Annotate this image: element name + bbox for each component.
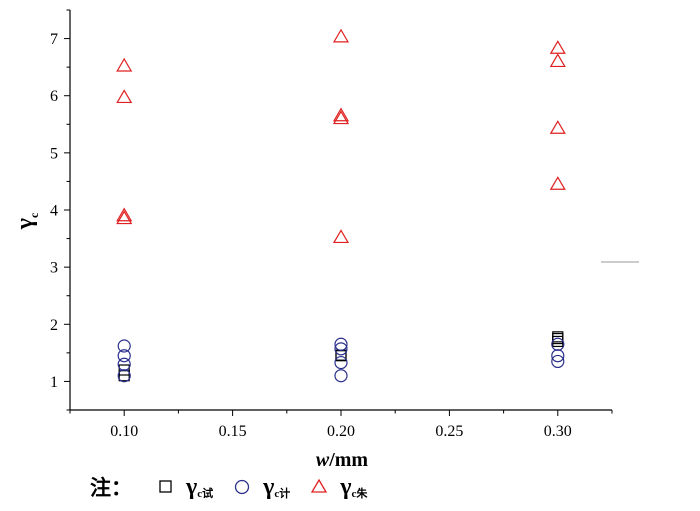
legend-subscript: c朱 <box>351 488 368 500</box>
triangle-marker <box>116 210 133 225</box>
x-axis-variable: w <box>316 449 330 470</box>
square-marker <box>118 364 130 376</box>
square-marker-icon <box>159 480 172 493</box>
triangle-marker <box>332 229 350 244</box>
triangle-marker <box>116 89 133 104</box>
circle-marker <box>117 339 131 353</box>
circle-marker <box>334 337 348 351</box>
square-marker <box>552 331 564 343</box>
circle-marker <box>334 342 348 356</box>
x-axis-ticks: 0.10 0.15 0.20 0.25 0.30 <box>69 410 613 440</box>
y-axis-title: γc <box>12 212 41 230</box>
triangle-marker <box>549 53 566 68</box>
x-tick-label: 0.15 <box>219 423 247 440</box>
triangle-marker-icon <box>311 478 328 493</box>
y-axis-ticks: 1 2 3 4 5 6 7 <box>50 9 70 411</box>
legend-symbol: γ <box>340 473 352 500</box>
legend-symbol: γ <box>186 473 198 500</box>
y-tick-label: 5 <box>50 145 58 162</box>
legend-item-calc: γ c计 <box>233 474 290 501</box>
x-tick-label: 0.20 <box>327 423 355 440</box>
triangle-marker <box>549 40 566 54</box>
triangle-marker <box>116 57 133 72</box>
x-tick-label: 0.10 <box>110 423 138 440</box>
y-tick-label: 1 <box>50 374 58 391</box>
circle-marker <box>551 337 565 351</box>
legend-subscript: c计 <box>274 488 291 500</box>
square-marker <box>335 350 347 362</box>
circle-marker <box>551 354 565 369</box>
scatter-chart: 0.10 0.15 0.20 0.25 0.30 1 2 3 4 5 6 7 w/mm γc <box>12 9 639 470</box>
square-marker <box>118 370 130 382</box>
y-axis-symbol: γ <box>12 218 38 230</box>
triangle-marker <box>332 107 350 122</box>
triangle-marker <box>332 28 350 43</box>
triangle-marker <box>332 110 350 125</box>
circle-marker <box>334 369 348 383</box>
data-markers <box>116 28 566 383</box>
circle-marker <box>117 349 131 363</box>
y-tick-label: 2 <box>50 317 58 334</box>
x-tick-label: 0.30 <box>544 423 572 440</box>
x-tick-label: 0.25 <box>435 423 463 440</box>
legend-item-test: γ c试 <box>158 474 213 501</box>
circle-marker <box>117 357 131 371</box>
y-tick-label: 6 <box>50 88 58 105</box>
circle-marker-icon <box>234 479 250 495</box>
legend-note: 注： <box>90 476 132 500</box>
x-axis-title: w/mm <box>316 449 369 470</box>
y-tick-label: 7 <box>50 31 58 48</box>
legend-item-zhu: γ c朱 <box>310 474 367 501</box>
legend-subscript: c试 <box>197 488 214 500</box>
triangle-marker <box>549 176 566 190</box>
y-tick-label: 3 <box>50 260 58 277</box>
circle-marker <box>334 355 348 370</box>
triangle-marker <box>549 120 566 134</box>
triangle-marker <box>116 207 133 222</box>
y-tick-label: 4 <box>50 203 58 220</box>
legend-symbol: γ <box>263 473 275 500</box>
x-axis-unit: /mm <box>328 449 368 470</box>
svg-text:γc: γc <box>12 212 41 230</box>
y-axis-subscript: c <box>27 212 41 218</box>
legend: 注： γ c试 γ c计 γ c朱 <box>90 470 387 504</box>
circle-marker <box>117 369 131 383</box>
